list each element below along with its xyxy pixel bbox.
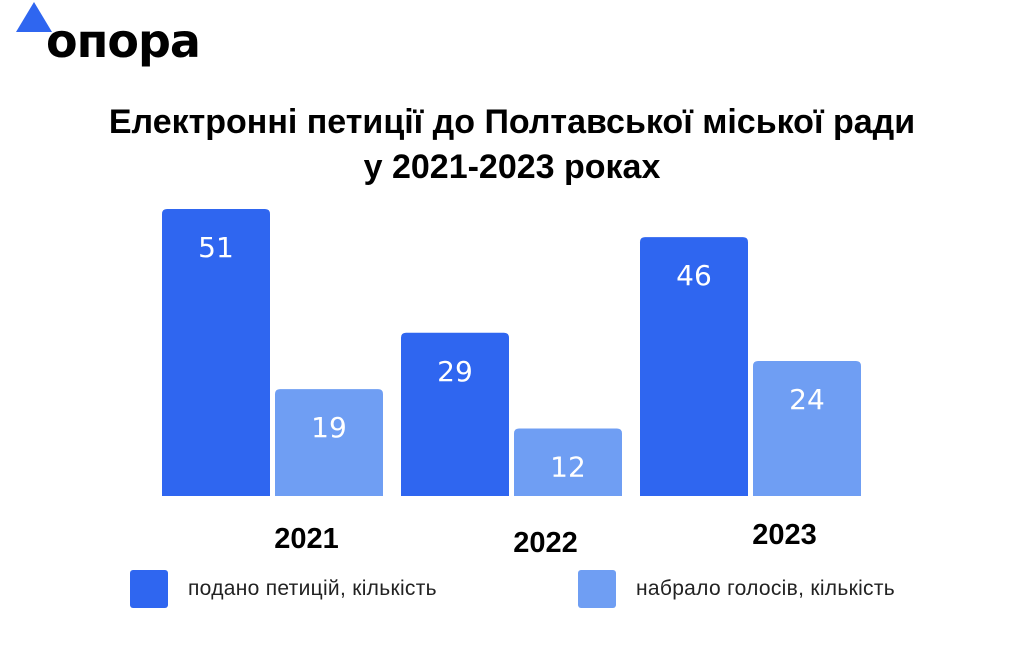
legend-item-votes: набрало голосів, кількість [578,570,895,608]
legend-item-submitted: подано петицій, кількість [130,570,437,608]
legend-label-votes: набрало голосів, кількість [636,577,895,600]
data-label-2021-submitted: 51 [198,231,234,264]
chart-title: Електронні петиції до Полтавської місько… [0,100,1024,190]
data-label-2023-submitted: 46 [676,259,712,292]
legend-swatch-votes [578,570,616,608]
chart-title-line-2: у 2021-2023 роках [363,148,661,186]
legend-swatch-submitted [130,570,168,608]
bar-2023-submitted [640,237,748,496]
data-label-2022-votes: 12 [550,450,586,483]
category-label-2023: 2023 [752,519,817,551]
opora-logo: опора [14,0,204,80]
data-label-2022-submitted: 29 [437,355,473,388]
bar-2023-votes [753,360,861,496]
triangle-icon [16,2,52,32]
data-label-2021-votes: 19 [311,411,347,444]
chart-title-line-1: Електронні петиції до Полтавської місько… [108,103,916,141]
category-label-2022: 2022 [513,527,578,559]
category-label-2021: 2021 [274,523,339,555]
data-label-2023-votes: 24 [789,383,825,416]
logo-text: опора [46,14,201,68]
bar-2021-votes [275,389,383,496]
bar-2021-submitted [162,209,270,496]
bar-2022-submitted [401,332,509,496]
bar-2022-votes [514,428,622,496]
legend-label-submitted: подано петицій, кількість [188,577,437,600]
